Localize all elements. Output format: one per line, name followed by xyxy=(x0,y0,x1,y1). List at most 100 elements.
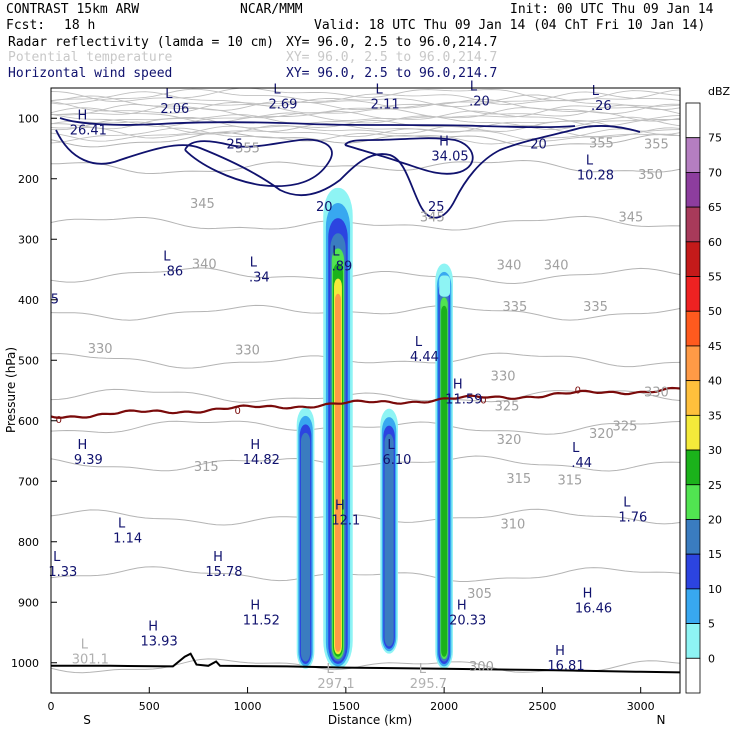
low-marker: L xyxy=(163,249,171,264)
wind-contour-label: 25 xyxy=(428,200,445,215)
theta-contour-label: 335 xyxy=(502,300,527,315)
y-tick-label: 400 xyxy=(18,294,39,307)
extremum-value: 16.46 xyxy=(575,601,612,616)
theta-contour-line xyxy=(51,159,680,175)
theta-contour-label: 315 xyxy=(558,473,583,488)
reflectivity-layer xyxy=(439,275,451,297)
x-axis-label: Distance (km) xyxy=(328,713,412,727)
extremum-value: 20.33 xyxy=(449,613,486,628)
reflectivity-layer xyxy=(335,293,341,652)
colorbar-tick-label: 15 xyxy=(708,548,722,561)
colorbar-tick-label: 45 xyxy=(708,340,722,353)
x-tick-label: 3000 xyxy=(627,700,655,713)
theta-contour-label: 335 xyxy=(583,300,608,315)
low-marker: L xyxy=(586,154,594,169)
high-marker: H xyxy=(335,499,345,514)
freezing-level-label: 0 xyxy=(480,396,486,407)
header: CONTRAST 15km ARW NCAR/MMM Init: 00 UTC … xyxy=(6,2,714,81)
theta-contour-label: 355 xyxy=(235,141,260,156)
theta-contour-label: 355 xyxy=(589,136,614,151)
theta-contour-line xyxy=(51,104,680,119)
low-marker: L xyxy=(53,550,61,565)
extremum-value: .86 xyxy=(163,264,184,279)
colorbar-unit: dBZ xyxy=(708,85,731,98)
field-name-theta: Potential temperature xyxy=(8,50,173,65)
org-label: NCAR/MMM xyxy=(240,2,303,17)
reflectivity-columns xyxy=(296,187,453,669)
colorbar-swatch xyxy=(685,588,701,624)
low-marker: L xyxy=(415,335,423,350)
high-marker: H xyxy=(148,620,158,635)
extremum-value: 13.93 xyxy=(141,635,178,650)
theta-contour-label: 325 xyxy=(613,420,638,435)
colorbar-tick-label: 60 xyxy=(708,236,722,249)
extremum-value: 11.59 xyxy=(445,393,482,408)
extremum-value: 11.52 xyxy=(243,613,280,628)
theta-contour-label: 345 xyxy=(618,210,643,225)
terrain-line xyxy=(51,652,680,674)
extremum-value: 1.76 xyxy=(618,511,647,526)
theta-contour-label: 320 xyxy=(497,433,522,448)
freezing-level: 0 0 0 0 xyxy=(51,385,680,426)
x-tick-label: 2000 xyxy=(430,700,458,713)
wind-contours xyxy=(55,117,641,219)
field-name-wind: Horizontal wind speed xyxy=(8,66,172,81)
theta-contour-line xyxy=(51,102,680,117)
extremum-value: .20 xyxy=(469,94,490,109)
extremum-value: 297.1 xyxy=(317,677,354,692)
high-marker: H xyxy=(77,108,87,123)
high-marker: H xyxy=(213,550,223,565)
extremum-value: .26 xyxy=(591,99,612,114)
x-tick-label: 1000 xyxy=(234,700,262,713)
theta-contour-label: 355 xyxy=(644,138,669,153)
colorbar-swatch xyxy=(685,414,701,451)
colorbar-tick-label: 50 xyxy=(708,305,722,318)
theta-contour-label: 330 xyxy=(644,386,669,401)
high-marker: H xyxy=(583,586,593,601)
high-marker: H xyxy=(77,438,87,453)
extremum-value: 9.39 xyxy=(74,453,103,468)
fcst-label: Fcst: xyxy=(6,18,45,33)
freezing-level-label: 0 xyxy=(235,406,241,417)
wind-contour-line xyxy=(59,117,576,129)
low-marker: L xyxy=(387,438,395,453)
theta-contour-label: 340 xyxy=(497,259,522,274)
x-tick-label: 500 xyxy=(139,700,160,713)
colorbar-swatch xyxy=(685,519,701,555)
low-marker: L xyxy=(592,84,600,99)
colorbar-swatch xyxy=(685,276,701,312)
extremum-value: 1.33 xyxy=(48,565,77,580)
low-marker: L xyxy=(332,244,340,259)
theta-contour-label: 310 xyxy=(501,518,526,533)
x-tick-label: 0 xyxy=(48,700,55,713)
colorbar-swatch xyxy=(685,102,701,139)
field-xy-theta: XY= 96.0, 2.5 to 96.0,214.7 xyxy=(286,50,497,65)
theta-contour-line xyxy=(51,116,680,132)
reflectivity-layer xyxy=(441,305,448,657)
theta-contour-line xyxy=(51,114,680,131)
colorbar-swatch xyxy=(685,623,701,659)
theta-contour-line xyxy=(51,91,680,108)
extremum-value: .34 xyxy=(249,270,270,285)
field-xy-wind: XY= 96.0, 2.5 to 96.0,214.7 xyxy=(286,66,497,81)
field-xy-reflectivity: XY= 96.0, 2.5 to 96.0,214.7 xyxy=(286,35,497,50)
colorbar-tick-label: 35 xyxy=(708,409,722,422)
theta-contour-label: 340 xyxy=(192,257,217,272)
colorbar-tick-label: 10 xyxy=(708,583,722,596)
colorbar-swatch xyxy=(685,449,701,486)
low-marker: L xyxy=(572,441,580,456)
theta-contour-label: 340 xyxy=(544,259,569,274)
colorbar-tick-label: 75 xyxy=(708,132,722,145)
colorbar-swatch xyxy=(685,657,701,694)
theta-contour-line xyxy=(51,566,680,582)
colorbar-swatch xyxy=(685,172,701,208)
wind-contour-label: 20 xyxy=(316,200,333,215)
extremum-value: 4.44 xyxy=(410,350,439,365)
x-tick-label: 1500 xyxy=(332,700,360,713)
x-end-label-right: N xyxy=(657,713,666,727)
extremum-value: .44 xyxy=(571,456,592,471)
theta-contour-line xyxy=(51,267,680,285)
theta-contour-label: 345 xyxy=(190,197,215,212)
colorbar-tick-label: 5 xyxy=(708,618,715,631)
